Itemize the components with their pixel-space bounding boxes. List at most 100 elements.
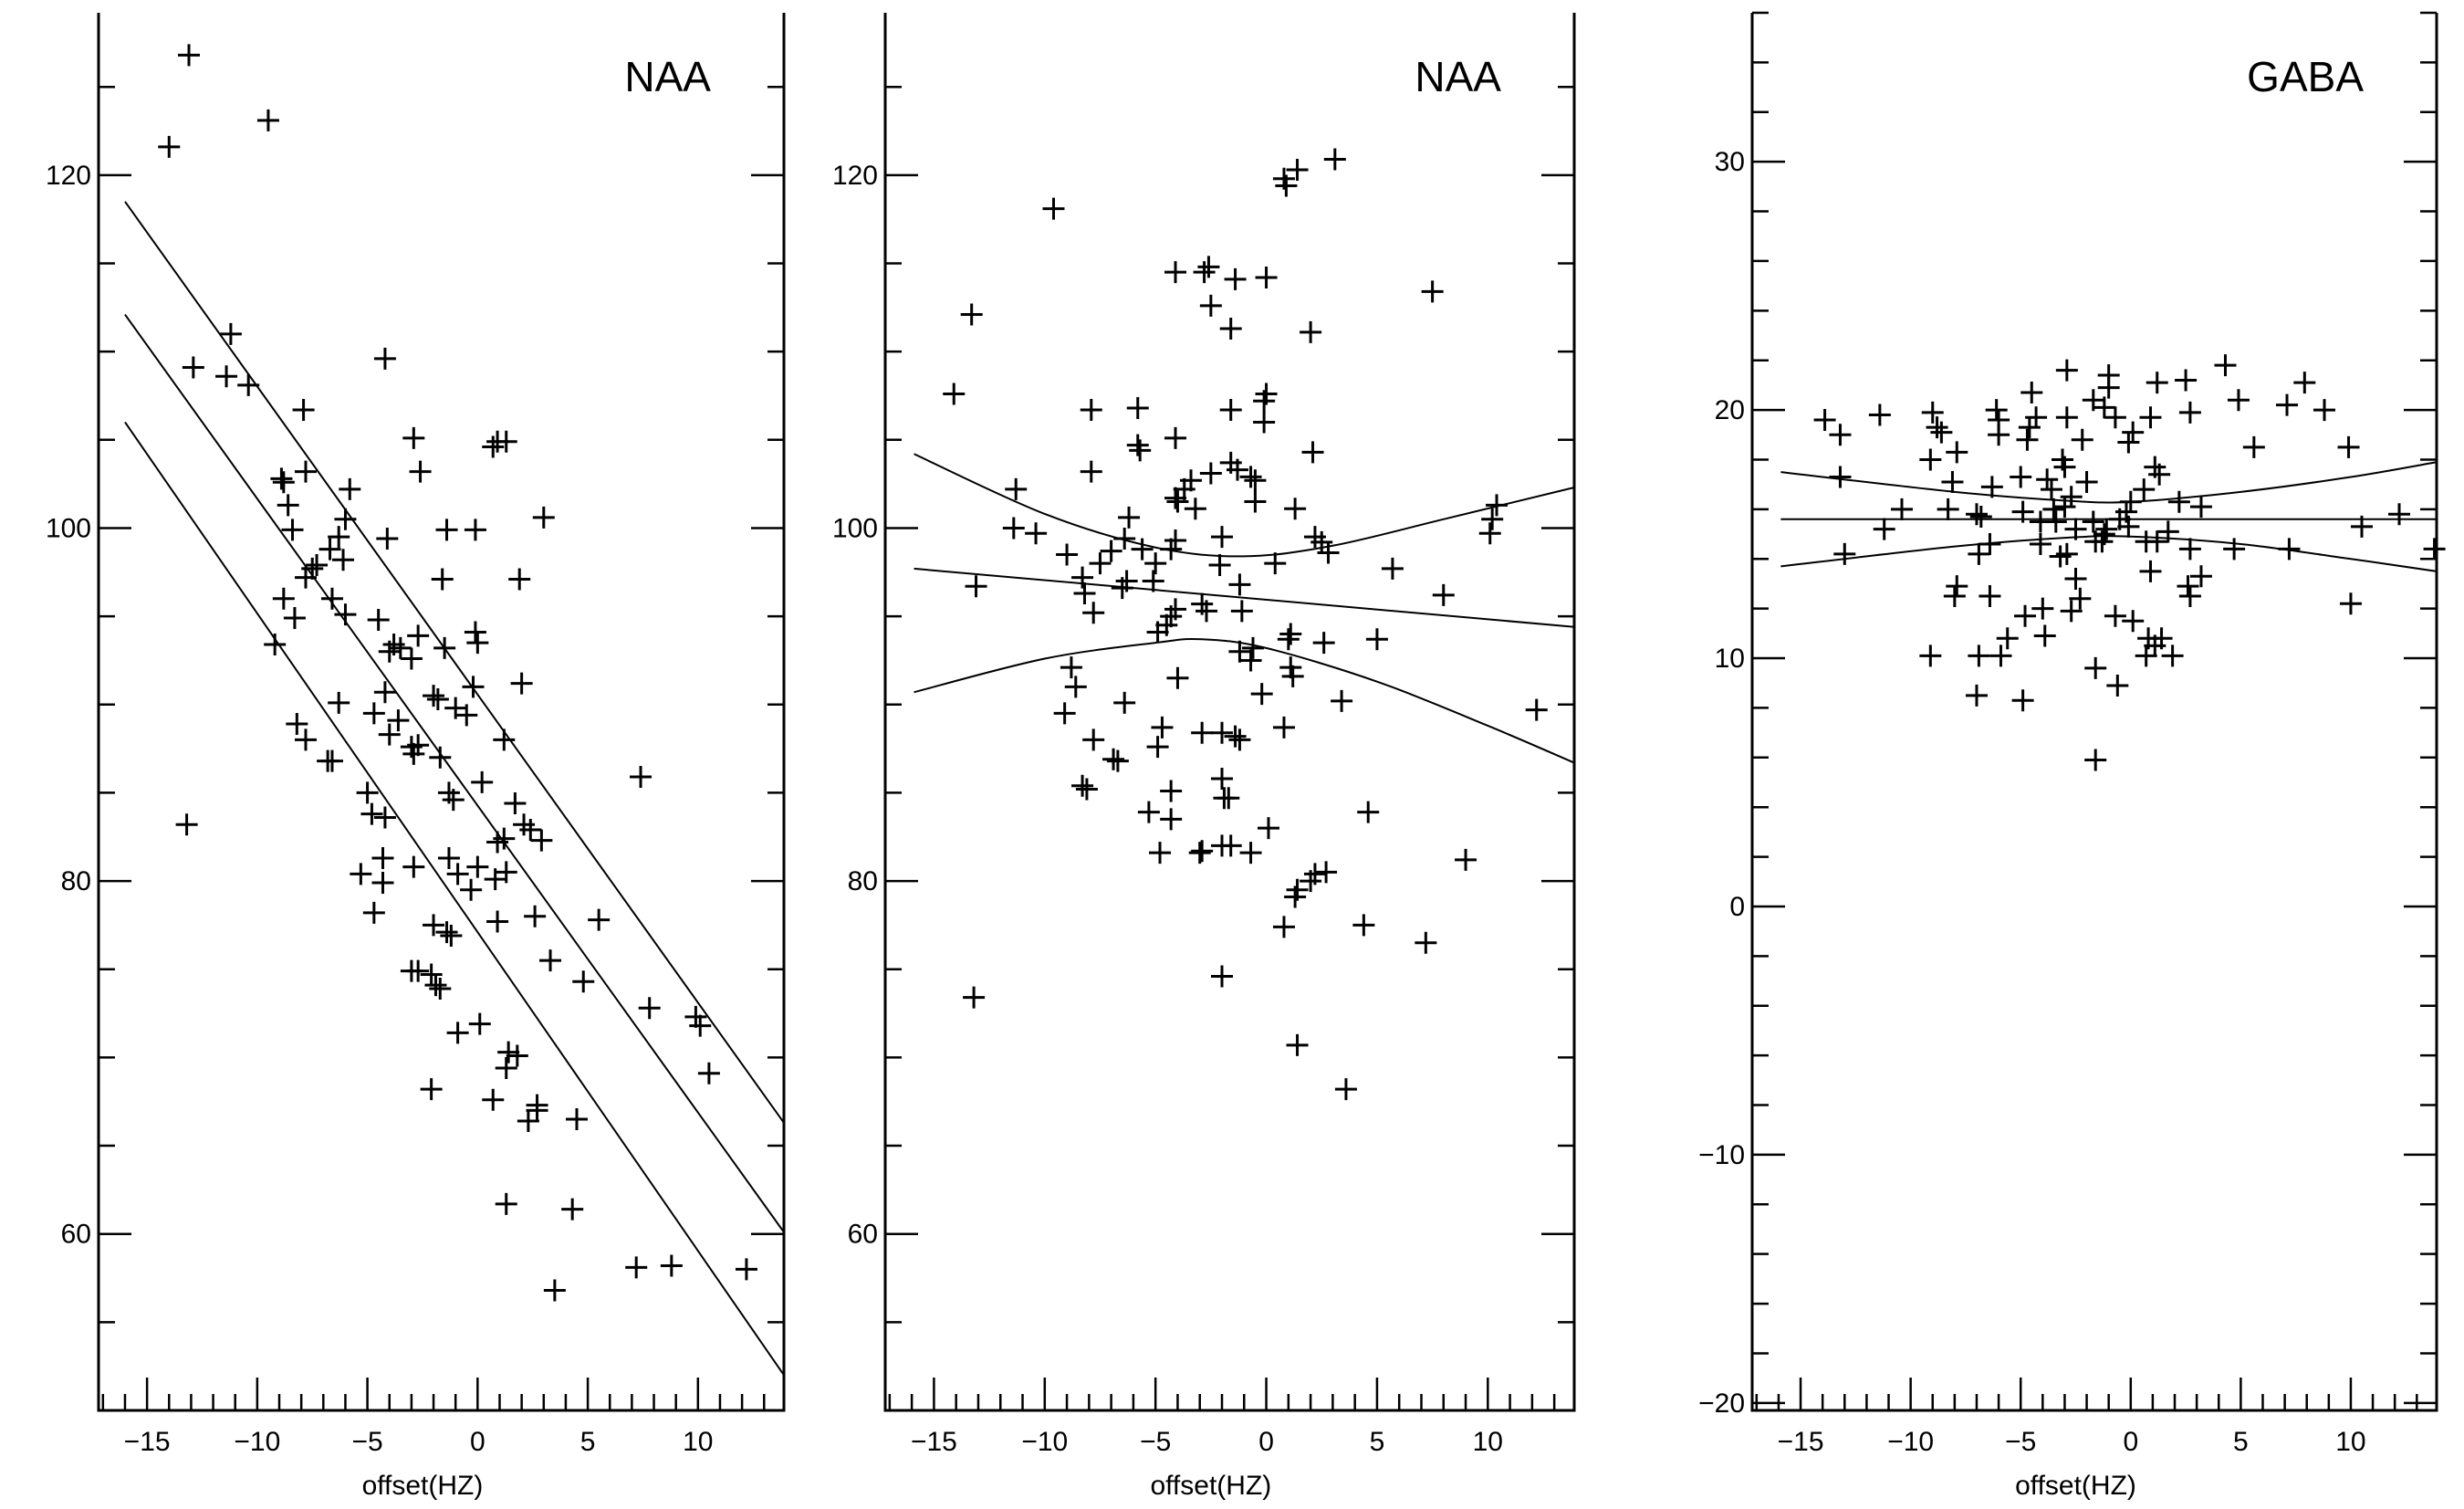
data-point <box>1284 498 1307 520</box>
data-point <box>1481 508 1504 530</box>
data-point <box>283 607 306 630</box>
confidence-band <box>124 201 785 1124</box>
data-point <box>294 566 317 589</box>
data-point <box>294 460 317 483</box>
data-point <box>1164 529 1187 551</box>
data-point <box>495 430 517 453</box>
data-point <box>2084 749 2107 771</box>
data-point <box>1126 397 1149 420</box>
data-point <box>1979 532 2001 555</box>
data-point <box>367 608 390 631</box>
data-point <box>689 1014 712 1037</box>
data-point <box>2114 500 2137 523</box>
data-point <box>493 827 516 850</box>
data-point <box>2313 399 2336 422</box>
data-point <box>625 1256 648 1279</box>
x-tick-label: 10 <box>2335 1427 2365 1457</box>
data-point <box>464 519 486 541</box>
data-point <box>2148 463 2171 486</box>
data-point <box>1968 542 1990 565</box>
data-point <box>2082 389 2104 412</box>
data-point <box>2337 435 2360 458</box>
data-point <box>444 697 467 719</box>
data-point <box>1279 623 1302 645</box>
data-point <box>466 855 489 878</box>
data-point <box>506 1044 528 1067</box>
data-point <box>2093 396 2115 419</box>
data-point <box>638 997 661 1020</box>
data-point <box>2135 644 2157 667</box>
data-point <box>572 970 595 993</box>
data-point <box>963 986 986 1009</box>
data-point <box>1455 848 1477 871</box>
data-point <box>400 647 423 670</box>
panel-2: −15 −10 −5 0 5 10 60 80 100 120 offset(HZ) NAA <box>832 13 1576 1501</box>
data-point <box>1197 256 1220 278</box>
data-point <box>435 921 458 944</box>
data-point <box>482 435 505 458</box>
data-point <box>1315 861 1338 884</box>
x-axis-label: offset(HZ) <box>2015 1471 2136 1501</box>
data-point <box>219 322 242 345</box>
data-point <box>1284 885 1307 908</box>
data-point <box>1334 1078 1357 1101</box>
data-point <box>373 806 396 829</box>
data-point <box>2104 604 2126 627</box>
data-point <box>2150 627 2173 650</box>
data-point <box>1188 842 1211 865</box>
data-point <box>2055 542 2078 565</box>
data-point <box>423 914 445 937</box>
data-point <box>1230 600 1253 623</box>
data-point <box>455 704 478 727</box>
data-point <box>175 813 198 836</box>
data-point <box>2053 456 2076 478</box>
data-point <box>1937 498 1959 520</box>
data-point <box>588 908 611 931</box>
data-point <box>965 575 987 598</box>
data-point <box>532 506 555 529</box>
data-point <box>332 549 355 571</box>
x-tick-label: −15 <box>124 1427 171 1457</box>
data-point <box>1160 808 1183 831</box>
data-point <box>1868 403 1891 426</box>
x-tick-label: 10 <box>1473 1427 1503 1457</box>
data-point <box>1250 683 1273 706</box>
data-point <box>1921 401 1944 424</box>
data-point <box>362 901 385 924</box>
data-point <box>1224 267 1247 290</box>
data-point <box>446 863 469 885</box>
data-point <box>2178 401 2201 424</box>
data-point <box>2060 486 2083 508</box>
data-point <box>2010 466 2032 488</box>
data-point <box>158 135 181 158</box>
data-point <box>2084 656 2107 679</box>
data-point <box>1300 320 1322 343</box>
data-point <box>1432 583 1455 606</box>
data-point <box>1073 582 1096 604</box>
data-point <box>2278 538 2301 561</box>
data-point <box>1173 477 1195 500</box>
fit-line <box>124 313 785 1233</box>
fit-line <box>914 567 1575 628</box>
data-point <box>373 347 396 370</box>
panel-title: GABA <box>2247 53 2364 100</box>
data-point <box>1890 498 1913 520</box>
data-point <box>1873 518 1895 540</box>
data-point <box>2082 510 2104 533</box>
x-tick-label: −15 <box>911 1427 957 1457</box>
data-point <box>1053 702 1076 725</box>
data-point <box>471 770 494 793</box>
data-point <box>2018 416 2041 439</box>
y-tick-label: 80 <box>848 866 878 896</box>
data-point <box>2097 376 2120 399</box>
data-point <box>292 398 315 421</box>
data-point <box>1968 644 1990 667</box>
data-point <box>1211 767 1233 790</box>
data-point <box>697 1062 720 1085</box>
data-point <box>435 519 458 541</box>
data-point <box>2423 538 2446 561</box>
data-point <box>1199 294 1222 317</box>
panel-1: −15 −10 −5 0 5 10 60 80 100 120 offset(HZ) NAA <box>46 13 786 1501</box>
data-point <box>2117 515 2140 538</box>
data-point <box>1919 448 1942 471</box>
